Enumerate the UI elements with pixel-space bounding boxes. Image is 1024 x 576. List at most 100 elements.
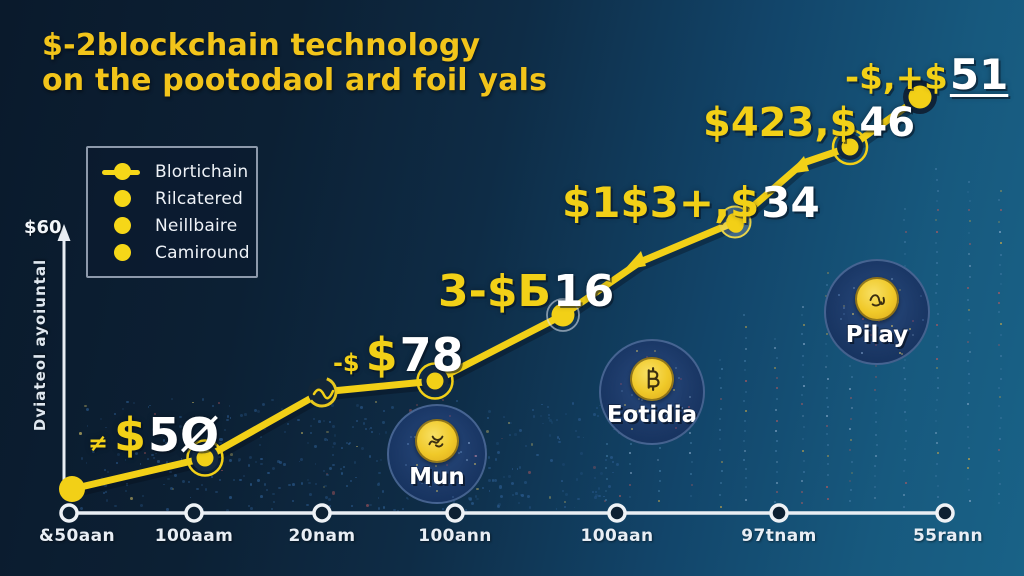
texture-dot <box>443 474 446 477</box>
texture-dot <box>267 471 270 475</box>
texture-dot <box>131 439 135 443</box>
texture-dot <box>421 482 424 485</box>
texture-dot <box>497 450 501 454</box>
texture-dot <box>1000 378 1003 381</box>
texture-dot <box>119 428 121 431</box>
texture-dot <box>689 495 692 498</box>
texture-dot <box>166 508 169 511</box>
texture-dot <box>744 486 747 489</box>
texture-dot <box>397 509 400 513</box>
texture-dot <box>903 252 906 255</box>
texture-dot <box>326 439 329 441</box>
texture-dot <box>211 421 214 424</box>
texture-dot <box>219 441 222 445</box>
texture-dot <box>494 458 498 461</box>
texture-dot <box>776 420 779 423</box>
texture-dot <box>322 420 326 423</box>
texture-dot <box>185 421 188 424</box>
texture-dot <box>744 450 747 453</box>
texture-dot <box>488 466 491 470</box>
texture-dot <box>132 402 135 404</box>
texture-dot <box>826 405 829 408</box>
texture-dot <box>549 418 552 422</box>
texture-dot <box>936 496 939 499</box>
texture-dot <box>313 417 316 421</box>
texture-dot <box>364 418 367 421</box>
texture-dot <box>875 433 878 436</box>
texture-dot <box>466 458 469 461</box>
texture-dot <box>278 486 281 489</box>
texture-dot <box>360 406 364 410</box>
texture-dot <box>773 501 776 504</box>
texture-dot <box>261 402 265 406</box>
texture-dot <box>578 418 582 421</box>
texture-dot <box>228 404 231 407</box>
texture-dot <box>508 475 511 478</box>
texture-dot <box>122 407 125 410</box>
texture-dot <box>776 461 779 464</box>
texture-dot <box>377 507 381 511</box>
texture-dot <box>229 453 233 457</box>
texture-dot <box>744 419 747 422</box>
data-point <box>306 376 338 408</box>
texture-dot <box>147 406 150 408</box>
texture-dot <box>966 425 969 428</box>
texture-dot <box>744 410 747 413</box>
texture-dot <box>936 313 939 316</box>
texture-dot <box>966 435 969 438</box>
texture-dot <box>680 406 683 409</box>
texture-dot <box>903 410 906 413</box>
texture-dot <box>409 436 412 439</box>
texture-dot <box>382 421 385 424</box>
texture-dot <box>413 436 416 438</box>
texture-dot <box>579 452 583 455</box>
texture-dot <box>848 428 851 431</box>
texture-dot <box>80 457 84 460</box>
texture-dot <box>837 294 840 297</box>
texture-dot <box>968 457 971 460</box>
texture-dot <box>900 342 903 345</box>
texture-dot <box>405 496 408 499</box>
texture-dot <box>875 454 878 457</box>
texture-dot <box>968 243 971 246</box>
texture-dot <box>719 397 722 400</box>
texture-dot <box>384 430 388 434</box>
texture-dot <box>244 413 248 416</box>
texture-dot <box>433 482 436 485</box>
texture-dot <box>628 483 631 486</box>
texture-dot <box>719 417 722 420</box>
texture-dot <box>375 401 378 404</box>
texture-dot <box>152 456 156 460</box>
texture-dot <box>935 282 938 285</box>
texture-dot <box>617 414 619 417</box>
texture-dot <box>602 495 605 498</box>
texture-dot <box>934 431 937 434</box>
texture-dot <box>422 465 425 468</box>
texture-dot <box>519 493 522 496</box>
texture-dot <box>935 398 938 401</box>
texture-dot <box>999 263 1002 266</box>
texture-dot <box>999 334 1002 337</box>
texture-dot <box>233 479 236 482</box>
texture-dot <box>498 503 501 506</box>
texture-dot <box>935 230 938 233</box>
texture-dot <box>174 445 177 448</box>
texture-dot <box>106 471 109 474</box>
texture-dot <box>170 487 174 491</box>
legend-item-label: Rilcatered <box>155 188 244 209</box>
texture-dot <box>968 319 971 322</box>
texture-dot <box>936 485 939 488</box>
texture-dot <box>167 477 170 481</box>
texture-dot <box>774 337 777 340</box>
texture-dot <box>79 432 82 436</box>
texture-dot <box>160 433 164 437</box>
texture-dot <box>776 470 779 473</box>
texture-dot <box>147 458 149 460</box>
texture-dot <box>675 426 678 429</box>
texture-dot <box>776 439 779 442</box>
texture-dot <box>966 287 969 290</box>
texture-dot <box>405 463 408 466</box>
texture-dot <box>849 365 852 368</box>
texture-dot <box>377 497 380 500</box>
texture-dot <box>549 458 553 462</box>
